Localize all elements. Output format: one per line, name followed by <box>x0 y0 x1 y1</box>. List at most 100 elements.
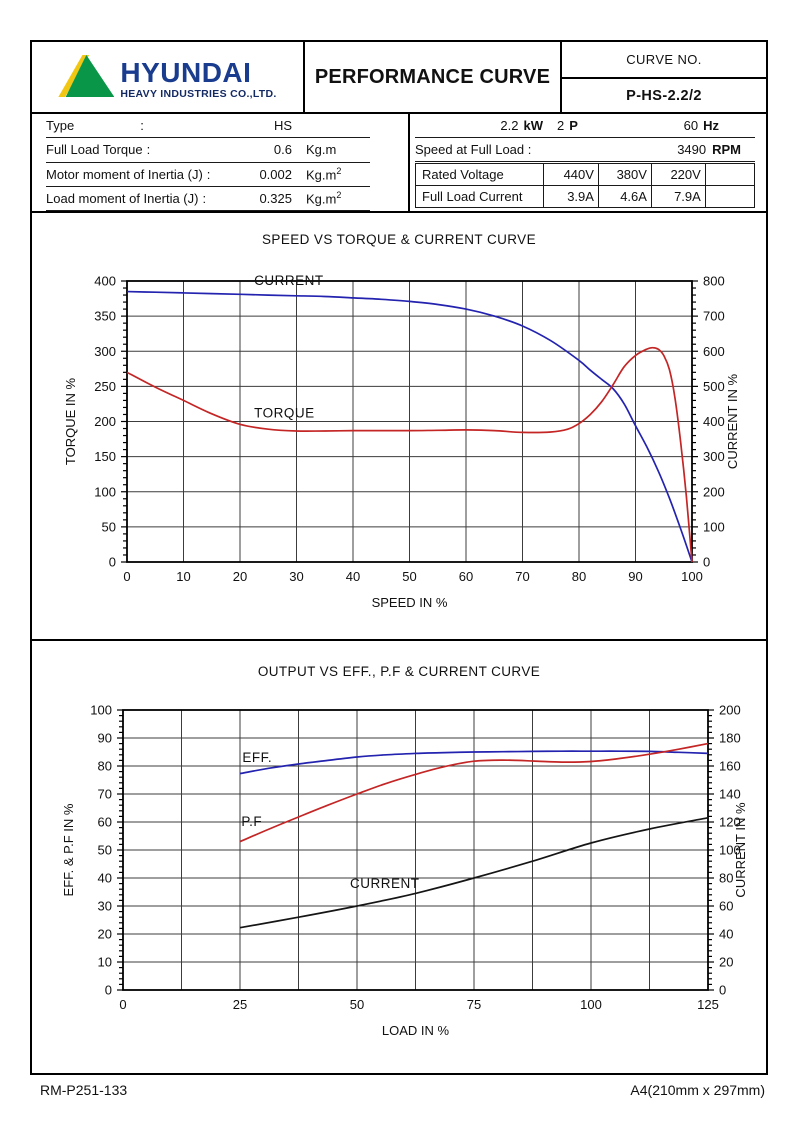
axis-titles: TORQUE IN % CURRENT IN % SPEED IN % <box>63 374 740 610</box>
svg-text:200: 200 <box>719 703 741 718</box>
curve-labels: CURRENT TORQUE <box>254 273 324 420</box>
header: HYUNDAI HEAVY INDUSTRIES CO.,LTD. PERFOR… <box>32 42 766 114</box>
svg-text:80: 80 <box>719 871 733 886</box>
spec-value: 0.002 <box>259 166 292 182</box>
svg-text:CURRENT IN %: CURRENT IN % <box>725 374 740 470</box>
tick-labels: 0501001502002503003504000100200300400500… <box>94 274 724 585</box>
svg-text:125: 125 <box>697 997 719 1012</box>
svg-text:40: 40 <box>346 569 360 584</box>
svg-text:50: 50 <box>350 997 364 1012</box>
svg-text:25: 25 <box>233 997 247 1012</box>
svg-text:CURRENT: CURRENT <box>350 876 420 891</box>
svg-text:0: 0 <box>719 983 726 998</box>
svg-text:200: 200 <box>94 414 116 429</box>
svg-text:30: 30 <box>289 569 303 584</box>
chart0-svg: 0501001502002503003504000100200300400500… <box>63 273 740 610</box>
spec-label: Type <box>46 118 75 134</box>
freq-value: 60 <box>683 118 699 133</box>
speed-unit: RPM <box>712 142 741 157</box>
spec-unit: Kg.m <box>306 142 337 158</box>
svg-text:P.F: P.F <box>241 814 262 829</box>
spec-row-full-load-torque: Full Load Torque: 0.6 Kg.m <box>46 138 370 163</box>
paper-size: A4(210mm x 297mm) <box>630 1082 765 1098</box>
series-current <box>239 816 709 929</box>
svg-text:70: 70 <box>98 787 112 802</box>
spec-label: Load moment of Inertia (J) <box>46 190 199 206</box>
series-pf <box>239 742 709 843</box>
svg-text:60: 60 <box>459 569 473 584</box>
current-440: 3.9A <box>543 185 599 208</box>
svg-text:CURRENT: CURRENT <box>254 273 324 288</box>
svg-text:800: 800 <box>703 274 725 289</box>
logo-cell: HYUNDAI HEAVY INDUSTRIES CO.,LTD. <box>32 42 305 112</box>
tick-labels: 0 10 20 30 40 50 60 70 80 90 100 0 20 40 60 80 100 120 140… <box>90 703 740 1013</box>
chart-title: SPEED VS TORQUE & CURRENT CURVE <box>262 232 536 247</box>
svg-text:350: 350 <box>94 309 116 324</box>
svg-text:100: 100 <box>90 703 112 718</box>
voltage-table: Rated Voltage 440V 380V 220V Full Load C… <box>414 163 756 208</box>
series-current <box>126 290 693 563</box>
svg-text:SPEED IN %: SPEED IN % <box>372 595 448 610</box>
svg-text:80: 80 <box>98 759 112 774</box>
svg-text:0: 0 <box>119 997 126 1012</box>
spec-value: HS <box>273 118 292 134</box>
row-label: Rated Voltage <box>414 163 545 186</box>
voltage-220: 220V <box>650 163 706 186</box>
svg-text:0: 0 <box>109 555 116 570</box>
hyundai-triangle-icon <box>58 55 115 97</box>
svg-text:120: 120 <box>719 815 741 830</box>
svg-text:40: 40 <box>98 871 112 886</box>
svg-text:EFF. & P.F IN %: EFF. & P.F IN % <box>61 803 76 896</box>
spec-value: 0.6 <box>273 142 292 158</box>
gridlines <box>127 281 692 562</box>
svg-text:20: 20 <box>719 955 733 970</box>
voltage-440: 440V <box>543 163 599 186</box>
current-380: 4.6A <box>597 185 652 208</box>
svg-text:300: 300 <box>94 344 116 359</box>
svg-text:400: 400 <box>94 274 116 289</box>
svg-text:400: 400 <box>703 414 725 429</box>
poles-value: 2 <box>557 118 565 133</box>
curve-no-label: CURVE NO. <box>562 42 766 79</box>
svg-text:100: 100 <box>719 843 741 858</box>
logo-brand: HYUNDAI <box>120 56 252 88</box>
power-unit: kW <box>523 118 544 133</box>
svg-text:160: 160 <box>719 759 741 774</box>
spec-row-load-inertia: Load moment of Inertia (J): 0.325 Kg.m2 <box>46 187 370 211</box>
axis-ticks <box>117 709 714 991</box>
svg-text:75: 75 <box>467 997 481 1012</box>
svg-text:90: 90 <box>98 731 112 746</box>
voltage-empty <box>704 163 756 186</box>
document-title: PERFORMANCE CURVE <box>305 42 562 112</box>
output-eff-chart-section: OUTPUT VS EFF., P.F & CURRENT CURVE 0 10 2… <box>32 641 766 1073</box>
svg-text:100: 100 <box>94 484 116 499</box>
current-220: 7.9A <box>650 185 706 208</box>
document-number: RM-P251-133 <box>40 1082 128 1098</box>
series-torque <box>126 346 693 563</box>
freq-unit: Hz <box>703 118 719 133</box>
svg-text:250: 250 <box>94 379 116 394</box>
speed-value: 3490 <box>677 142 707 157</box>
current-empty <box>704 185 756 208</box>
speed-torque-chart-section: SPEED VS TORQUE & CURRENT CURVE 0 50 100 15… <box>32 211 766 641</box>
svg-text:60: 60 <box>719 899 733 914</box>
axis-ticks <box>121 280 698 563</box>
svg-text:0: 0 <box>123 569 130 584</box>
power-value: 2.2 <box>500 118 519 133</box>
spec-label: Motor moment of Inertia (J) <box>46 166 203 182</box>
svg-text:0: 0 <box>703 555 710 570</box>
spec-row-motor-inertia: Motor moment of Inertia (J): 0.002 Kg.m2 <box>46 163 370 187</box>
svg-text:60: 60 <box>98 815 112 830</box>
spec-label: Full Load Torque <box>46 142 143 158</box>
spec-unit: Kg.m2 <box>306 165 342 183</box>
svg-text:90: 90 <box>628 569 642 584</box>
svg-text:CURRENT IN %: CURRENT IN % <box>733 802 748 898</box>
svg-text:40: 40 <box>719 927 733 942</box>
svg-text:300: 300 <box>703 449 725 464</box>
svg-text:150: 150 <box>94 449 116 464</box>
svg-text:180: 180 <box>719 731 741 746</box>
axis-titles: EFF. & P.F IN % CURRENT IN % LOAD IN % <box>61 802 748 1038</box>
curve-labels: EFF. P.F CURRENT <box>241 750 419 891</box>
svg-text:200: 200 <box>703 484 725 499</box>
